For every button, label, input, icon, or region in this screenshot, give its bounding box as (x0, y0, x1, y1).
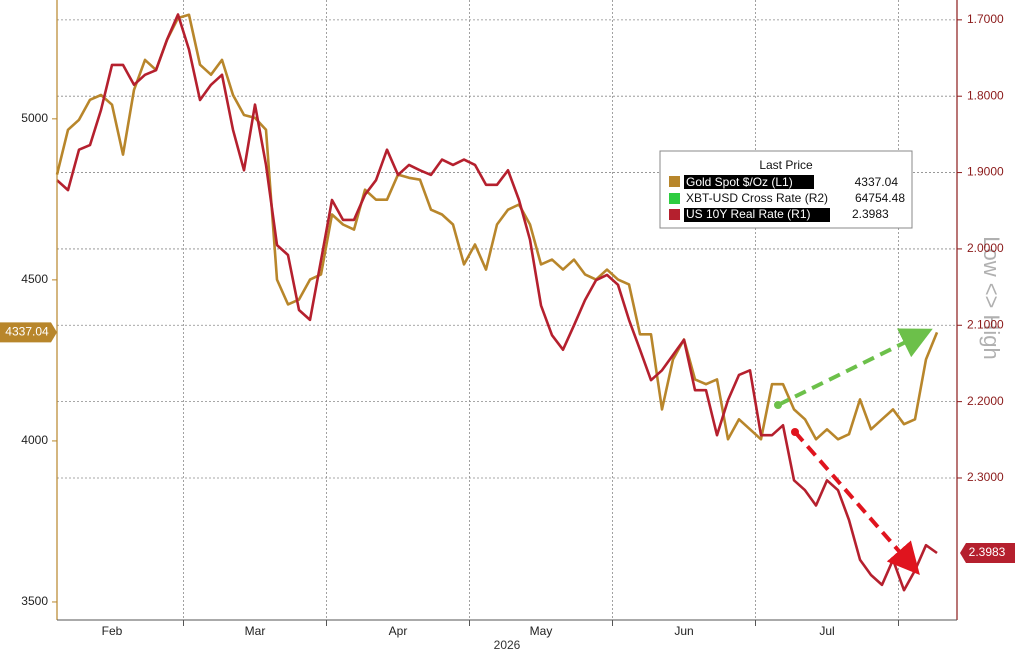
value-tag-label: 4337.04 (5, 325, 49, 339)
legend-swatch (669, 209, 680, 220)
arrow-start (774, 401, 782, 409)
annotation: Low <> High (979, 236, 1004, 360)
value-tag-label: 2.3983 (969, 545, 1006, 559)
y2-tick-label: 1.9000 (967, 165, 1004, 179)
legend-value: 2.3983 (852, 207, 889, 221)
green-arrow (777, 328, 933, 407)
grid (57, 0, 957, 620)
y2-tick-label: 1.8000 (967, 88, 1004, 102)
legend-value: 4337.04 (855, 175, 899, 189)
red-arrow (793, 430, 920, 576)
y-tick-label: 4500 (21, 272, 48, 286)
legend-swatch (669, 176, 680, 187)
legend-swatch (669, 193, 680, 204)
y2-tick-label: 2.2000 (967, 394, 1004, 408)
x-tick-label: Feb (102, 624, 123, 638)
legend: Last Price Gold Spot $/Oz (L1) 4337.04 X… (659, 150, 913, 229)
lines (55, 13, 939, 592)
y2-tick-label: 1.7000 (967, 12, 1004, 26)
y-tick-label: 4000 (21, 433, 48, 447)
value-tag (960, 543, 1015, 564)
legend-highlight (684, 208, 830, 222)
y2-tick-label: 2.3000 (967, 470, 1004, 484)
legend-value: 64754.48 (855, 191, 905, 205)
x-tick-label: Jun (674, 624, 693, 638)
x-axis-label: 2026 (494, 638, 521, 652)
value-tag (0, 322, 57, 343)
x-tick-label: Apr (389, 624, 408, 638)
legend-highlight (684, 175, 814, 189)
x-tick-label: Jul (819, 624, 834, 638)
y-tick-label: 3500 (21, 594, 48, 608)
y2-tick-label: 2.0000 (967, 241, 1004, 255)
legend-label: Gold Spot $/Oz (L1) (686, 175, 793, 189)
legend-label: XBT-USD Cross Rate (R2) (686, 191, 828, 205)
x-tick-label: May (530, 624, 553, 638)
legend-label: US 10Y Real Rate (R1) (686, 207, 811, 221)
y-tick-label: 5000 (21, 111, 48, 125)
x-tick-label: Mar (245, 624, 266, 638)
series-line (56, 13, 938, 592)
y2-tick-label: 2.1000 (967, 317, 1004, 331)
legend-title: Last Price (759, 158, 813, 172)
series-line (55, 13, 939, 441)
arrow-start (791, 428, 799, 436)
